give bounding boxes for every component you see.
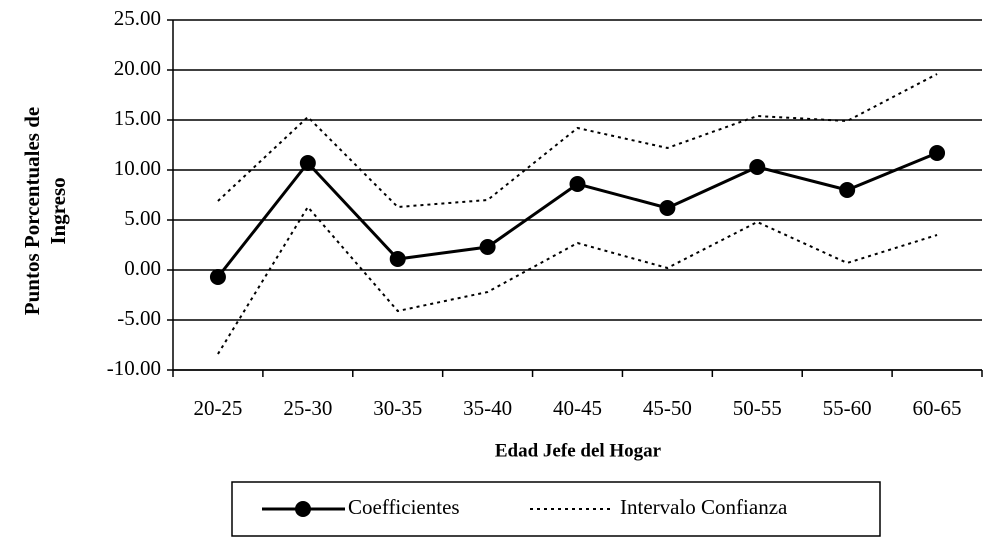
coef-marker	[569, 176, 586, 192]
legend-label: Intervalo Confianza	[620, 495, 788, 519]
y-tick-label: 15.00	[114, 106, 161, 130]
coef-marker	[839, 182, 856, 198]
y-tick-label: 5.00	[124, 206, 161, 230]
coef-marker	[929, 145, 946, 161]
legend-box	[231, 481, 881, 537]
coef-line	[216, 151, 938, 278]
coef-marker	[389, 251, 406, 267]
x-axis-label: Edad Jefe del Hogar	[495, 440, 662, 461]
x-tick-label: 30-35	[373, 396, 422, 420]
ci-upper-line	[217, 73, 938, 209]
x-tick-label: 50-55	[733, 396, 782, 420]
legend-label: Coefficientes	[348, 495, 460, 519]
coef-marker	[749, 159, 766, 175]
coef-marker	[479, 239, 496, 255]
x-tick-label: 25-30	[283, 396, 332, 420]
legend-marker	[295, 501, 311, 517]
y-tick-label: 20.00	[114, 56, 161, 80]
y-axis-label: Puntos Porcentuales de Ingreso	[20, 106, 70, 316]
x-tick-label: 55-60	[823, 396, 872, 420]
y-tick-label: -5.00	[117, 306, 161, 330]
x-tick-label: 20-25	[193, 396, 242, 420]
y-tick-label: 0.00	[124, 256, 161, 280]
x-tick-label: 60-65	[913, 396, 962, 420]
x-tick-label: 35-40	[463, 396, 512, 420]
y-tick-label: 10.00	[114, 156, 161, 180]
ci-lower-line	[217, 205, 938, 355]
x-tick-label: 40-45	[553, 396, 602, 420]
coef-marker	[659, 200, 676, 216]
coef-marker	[299, 155, 316, 171]
coef-marker	[209, 269, 226, 285]
y-tick-label: -10.00	[107, 356, 161, 380]
y-tick-label: 25.00	[114, 6, 161, 30]
x-tick-label: 45-50	[643, 396, 692, 420]
